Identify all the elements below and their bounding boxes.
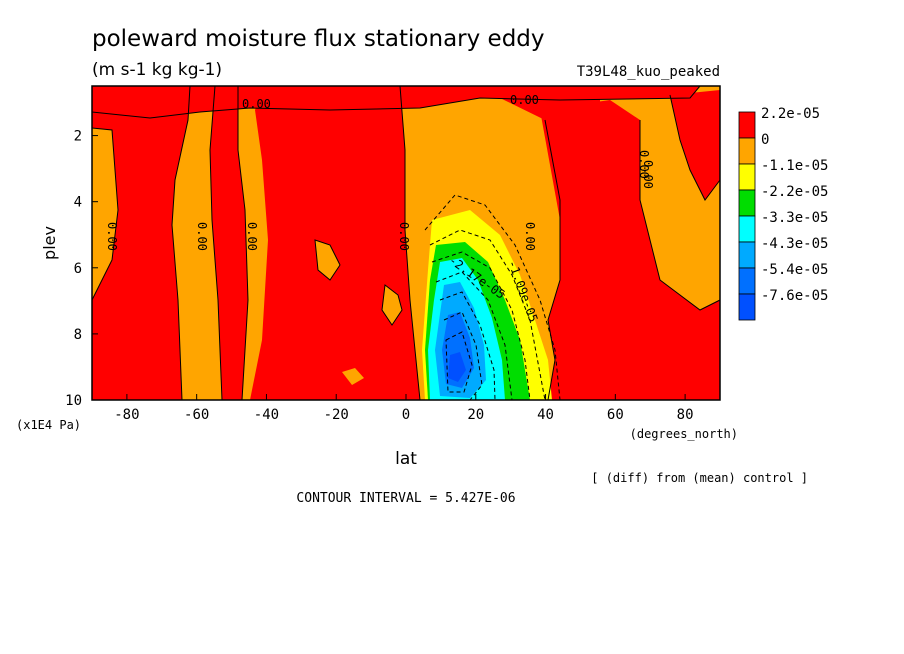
- y-tick-label: 2: [74, 129, 82, 145]
- contour-label: 0.00: [245, 222, 259, 251]
- x-axis: -80 -60 -40 -20 0 20 40 60 80: [114, 394, 694, 423]
- contour-label: 0.00: [195, 222, 209, 251]
- y-tick-label: 10: [65, 393, 82, 409]
- colorbar-swatch: [738, 137, 756, 165]
- contour-label: 0.00: [242, 97, 271, 111]
- contour-line: [445, 331, 473, 393]
- colorbar-swatch: [738, 241, 756, 269]
- x-tick-label: 40: [537, 407, 554, 423]
- plot-area: 0.00 0.00 0.00 0.00 0.00 0.00 0.00 0.00 …: [91, 85, 721, 401]
- colorbar-label: -2.2e-05: [761, 184, 828, 200]
- x-tick-label: -80: [114, 407, 139, 423]
- colorbar-swatch: [738, 215, 756, 243]
- y-axis: 2 4 6 8 10: [65, 129, 98, 409]
- y-tick-label: 8: [74, 327, 82, 343]
- contour-line: [91, 127, 119, 301]
- contour-line: [435, 271, 513, 401]
- run-name: T39L48_kuo_peaked: [577, 64, 720, 80]
- negative-island-b: [382, 285, 402, 325]
- difference-note: [ (diff) from (mean) control ]: [591, 471, 808, 485]
- contour-label: 0.00: [397, 222, 411, 251]
- positive-region-sh-polar: [92, 86, 190, 400]
- contour-line: [429, 229, 546, 401]
- x-tick-label: -20: [324, 407, 349, 423]
- x-axis-units: (degrees_north): [630, 427, 738, 441]
- x-tick-label: 20: [467, 407, 484, 423]
- x-tick-label: 0: [402, 407, 410, 423]
- contour-line: [381, 284, 403, 326]
- colorbar-label: 2.2e-05: [761, 106, 820, 122]
- contour-line: [237, 86, 249, 401]
- y-tick-label: 4: [74, 195, 82, 211]
- x-axis-label: lat: [395, 449, 417, 469]
- colorbar-swatch: [738, 111, 756, 139]
- y-axis-units: (x1E4 Pa): [16, 418, 81, 432]
- contour-line: [544, 119, 561, 401]
- contour-label: 0.00: [510, 93, 539, 107]
- colorbar: 2.2e-05 0 -1.1e-05 -2.2e-05 -3.3e-05 -4.3e-05…: [738, 106, 828, 321]
- contour-line: [171, 85, 191, 401]
- x-tick-label: 80: [677, 407, 694, 423]
- contour-line: [209, 85, 223, 401]
- contour-line: [91, 85, 701, 119]
- positive-region-nh-polar: [670, 90, 720, 200]
- contour-line: [669, 94, 721, 201]
- chart-title: poleward moisture flux stationary eddy: [92, 26, 545, 52]
- contour-label: 0.00: [637, 150, 651, 179]
- colorbar-label: -7.6e-05: [761, 288, 828, 304]
- colorbar-label: -5.4e-05: [761, 262, 828, 278]
- colorbar-label: -3.3e-05: [761, 210, 828, 226]
- contour-label: 0.00: [641, 160, 655, 189]
- positive-region-sh-mid: [210, 86, 248, 400]
- contour-line: [431, 251, 531, 401]
- x-tick-label: 60: [607, 407, 624, 423]
- y-tick-label: 6: [74, 261, 82, 277]
- colorbar-swatch: [738, 267, 756, 295]
- chart-units: (m s-1 kg kg-1): [92, 60, 222, 80]
- colorbar-swatch: [738, 189, 756, 217]
- negative-island-a: [315, 240, 340, 280]
- negative-island-c: [342, 368, 364, 385]
- contour-interval: CONTOUR INTERVAL = 5.427E-06: [296, 491, 515, 506]
- y-axis-label: plev: [40, 226, 59, 260]
- contour-line: [639, 120, 721, 311]
- colorbar-label: -4.3e-05: [761, 236, 828, 252]
- colorbar-label: -1.1e-05: [761, 158, 828, 174]
- contour-label: 0.00: [523, 222, 537, 251]
- colorbar-label: 0: [761, 132, 769, 148]
- x-tick-label: -60: [184, 407, 209, 423]
- contour-line: [439, 291, 496, 401]
- contour-line: [399, 85, 421, 401]
- colorbar-swatch: [738, 163, 756, 191]
- contour-line: [424, 194, 561, 401]
- positive-region-sh-subtropic: [250, 86, 420, 400]
- contour-line: [314, 239, 341, 281]
- plume-level-6: [448, 352, 466, 382]
- colorbar-swatch: [738, 293, 756, 321]
- contour-label: 0.00: [105, 222, 119, 251]
- x-tick-label: -40: [254, 407, 279, 423]
- zero-contours: [91, 85, 721, 401]
- negative-contours: [424, 194, 561, 401]
- positive-region-nh-mid: [540, 100, 720, 400]
